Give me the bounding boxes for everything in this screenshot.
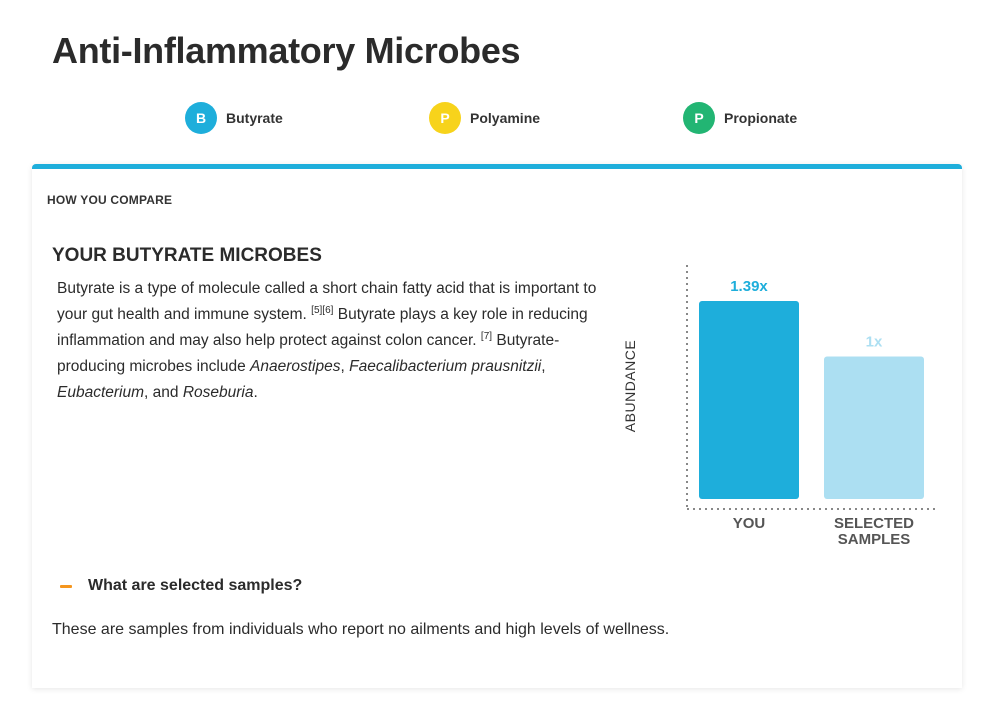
abundance-chart-svg: 1.39x 1x xyxy=(686,265,937,510)
collapse-minus-icon xyxy=(60,584,72,588)
tab-butyrate-label: Butyrate xyxy=(226,110,283,126)
chart-x-label-selected-samples: SELECTED SAMPLES xyxy=(833,515,914,548)
section-title: YOUR BUTYRATE MICROBES xyxy=(52,245,322,266)
tab-polyamine-label: Polyamine xyxy=(470,110,541,126)
chart-y-axis-label: ABUNDANCE xyxy=(622,339,638,433)
page-title: Anti-Inflammatory Microbes xyxy=(52,30,521,71)
propionate-letter-icon: P xyxy=(683,102,715,134)
description-sentence-2: Butyrate plays a key role in reducing in… xyxy=(57,306,588,349)
citation-7[interactable]: [7] xyxy=(480,330,493,342)
microbe-roseburia: Roseburia xyxy=(182,384,254,401)
butyrate-description: Butyrate is a type of molecule called a … xyxy=(57,280,597,401)
microbe-anaerostipes: Anaerostipes xyxy=(250,358,341,375)
faq-toggle[interactable]: What are selected samples? xyxy=(60,577,302,595)
butyrate-letter-icon: B xyxy=(185,102,217,134)
comparison-card: HOW YOU COMPARE YOUR BUTYRATE MICROBES B… xyxy=(32,164,962,688)
faq-answer: These are samples from individuals who r… xyxy=(52,621,670,638)
description-sentence-3: Butyrate-producing microbes include xyxy=(57,332,560,375)
faq-question: What are selected samples? xyxy=(88,577,303,594)
microbe-eubacterium: Eubacterium xyxy=(57,384,145,401)
tab-polyamine[interactable]: P Polyamine xyxy=(429,102,540,134)
abundance-chart: 1.39x 1x ABUNDANCE YOU SELECTED SAMPLES xyxy=(32,169,962,569)
description-sentence-1: Butyrate is a type of molecule called a … xyxy=(57,280,597,323)
polyamine-letter-icon: P xyxy=(429,102,461,134)
chart-value-label-0: 1.39x xyxy=(730,278,768,295)
tab-propionate-label: Propionate xyxy=(724,110,798,126)
microbe-tabs: B Butyrate P Polyamine P Propionate xyxy=(0,102,989,134)
tab-propionate[interactable]: P Propionate xyxy=(683,102,797,134)
chart-x-label-you: YOU xyxy=(732,515,766,532)
chart-value-label-1: 1x xyxy=(866,334,883,351)
compare-heading: HOW YOU COMPARE xyxy=(47,193,173,207)
tab-butyrate[interactable]: B Butyrate xyxy=(185,102,283,134)
microbe-faecalibacterium: Faecalibacterium prausnitzii xyxy=(349,358,542,375)
description-and: and xyxy=(152,384,179,401)
chart-bar-1 xyxy=(824,356,924,499)
chart-bar-0 xyxy=(699,301,799,499)
citation-5-6[interactable]: [5][6] xyxy=(311,304,334,316)
